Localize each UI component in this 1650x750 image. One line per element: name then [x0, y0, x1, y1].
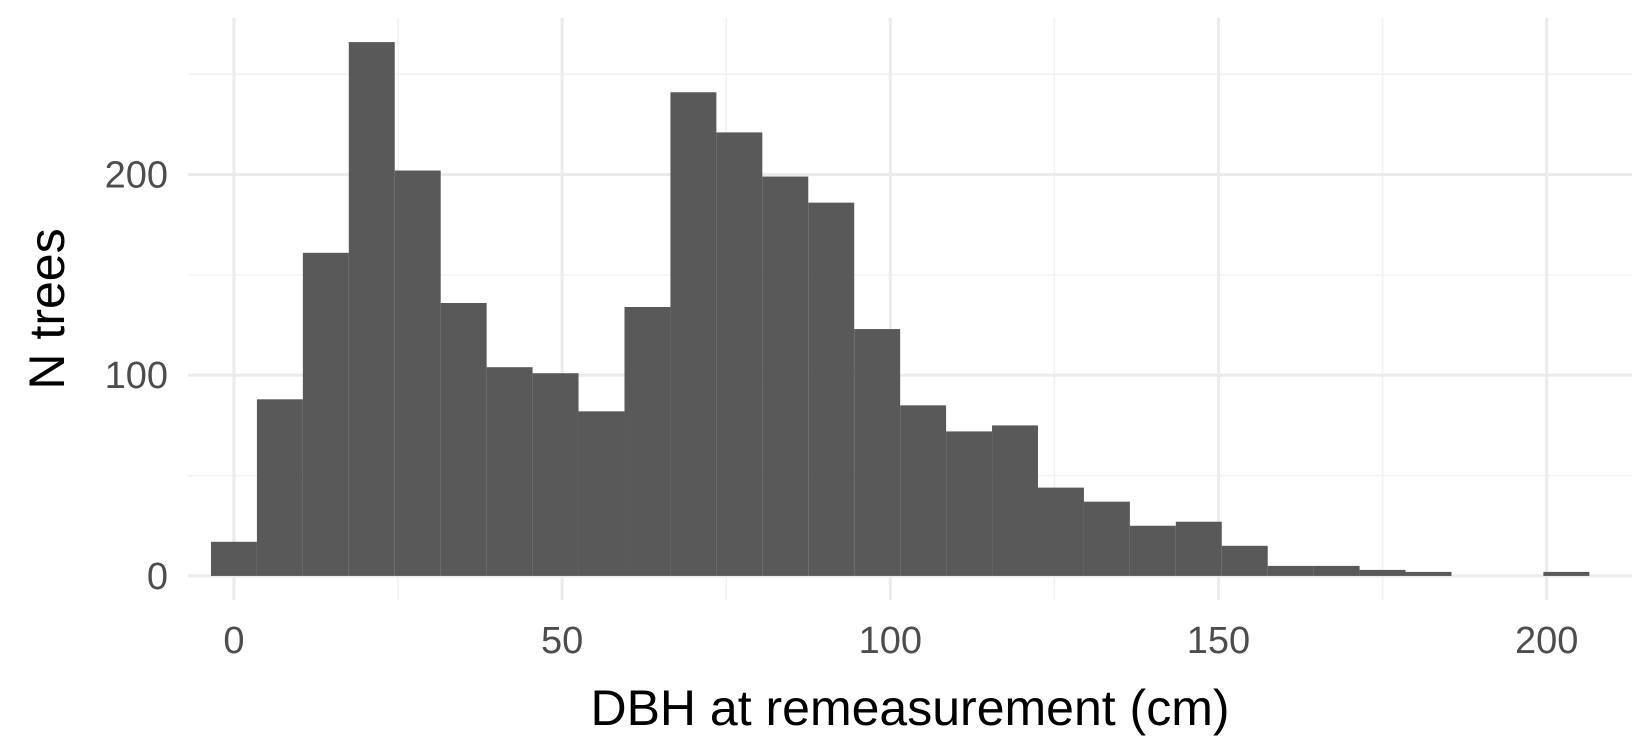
histogram-bar [532, 373, 579, 576]
histogram-bar [256, 399, 303, 576]
x-tick-label: 150 [1187, 620, 1250, 662]
x-tick-label: 0 [223, 620, 244, 662]
histogram-bar [1221, 545, 1268, 576]
histogram-bar [762, 176, 809, 576]
histogram-bar [1037, 487, 1084, 576]
y-axis-tick-labels: 0 100 200 [105, 155, 168, 598]
x-tick-label: 100 [859, 620, 922, 662]
histogram-bar [578, 411, 625, 576]
y-tick-label: 0 [147, 556, 168, 598]
histogram-bar [486, 367, 533, 576]
x-axis-title: DBH at remeasurement (cm) [590, 680, 1229, 736]
histogram-bar [1543, 571, 1590, 576]
y-tick-label: 200 [105, 155, 168, 197]
x-tick-label: 50 [541, 620, 583, 662]
histogram-bar [854, 329, 901, 576]
y-axis-title: N trees [19, 228, 75, 389]
histogram-bar [1313, 565, 1360, 576]
histogram-bar [670, 92, 717, 576]
y-tick-label: 100 [105, 355, 168, 397]
x-axis-tick-labels: 0 50 100 150 200 [223, 620, 1578, 662]
histogram-bar [1129, 525, 1176, 576]
histogram-bar [1405, 571, 1452, 576]
histogram-bar [1083, 501, 1130, 576]
histogram-bar [1359, 569, 1406, 576]
histogram-bar [624, 306, 671, 576]
histogram-bar [992, 425, 1038, 576]
histogram-bar [1175, 521, 1222, 576]
histogram-bars [210, 42, 1590, 576]
histogram-bar [716, 132, 763, 576]
histogram-bar [210, 541, 257, 576]
histogram-bar [808, 202, 855, 576]
histogram-bar [302, 252, 349, 576]
histogram-bar [1267, 565, 1314, 576]
histogram-bar [394, 170, 441, 576]
histogram-bar [440, 302, 487, 576]
histogram-bar [946, 431, 993, 576]
x-tick-label: 200 [1515, 620, 1578, 662]
histogram-bar [348, 42, 395, 576]
histogram-bar [900, 405, 947, 576]
